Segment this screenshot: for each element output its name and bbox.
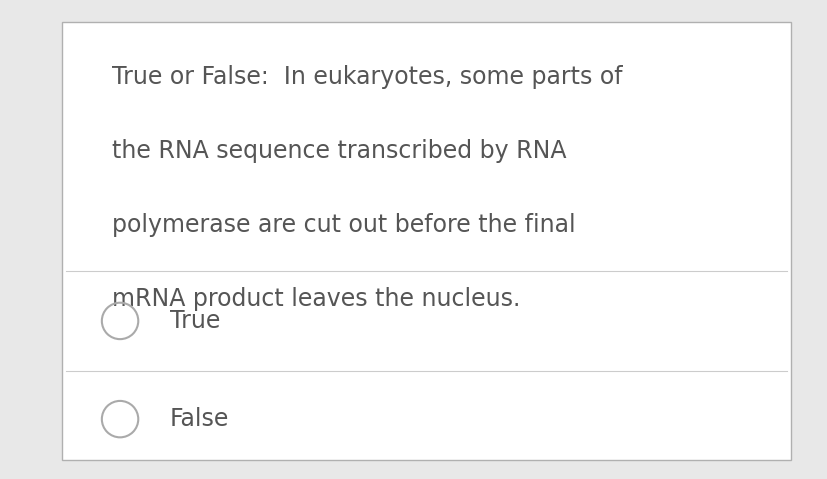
Text: polymerase are cut out before the final: polymerase are cut out before the final: [112, 213, 575, 237]
Text: True or False:  In eukaryotes, some parts of: True or False: In eukaryotes, some parts…: [112, 65, 622, 89]
FancyBboxPatch shape: [62, 22, 790, 460]
Text: mRNA product leaves the nucleus.: mRNA product leaves the nucleus.: [112, 287, 519, 311]
Text: True: True: [170, 309, 220, 333]
Text: the RNA sequence transcribed by RNA: the RNA sequence transcribed by RNA: [112, 139, 566, 163]
Text: False: False: [170, 407, 229, 431]
